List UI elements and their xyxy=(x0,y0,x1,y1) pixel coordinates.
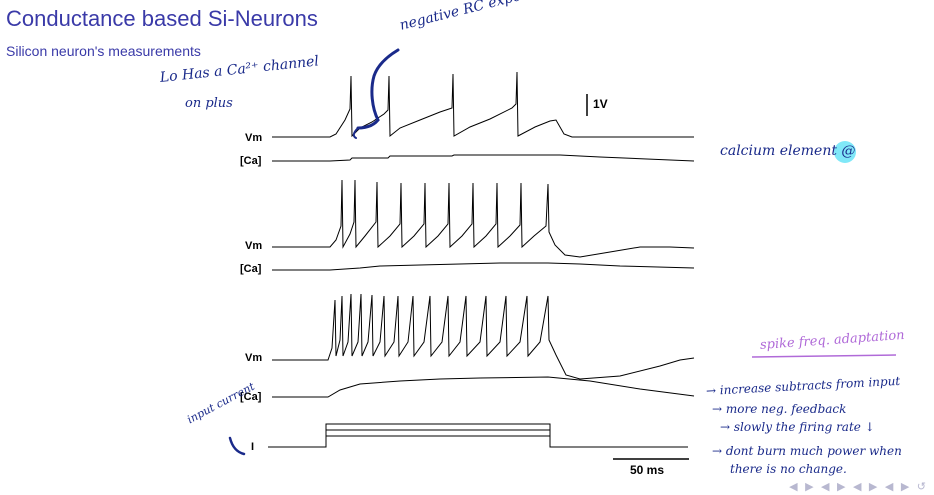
annotation-ca-channel-2: on plus xyxy=(185,96,233,111)
vm-label-panel-3: Vm xyxy=(245,352,263,364)
vm-trace-panel-1 xyxy=(272,71,694,138)
ca-trace-panel-1 xyxy=(272,154,695,162)
vm-trace-panel-3 xyxy=(272,293,695,380)
vm-label-panel-2: Vm xyxy=(245,240,263,252)
annotation-adaptation-3: → slowly the firing rate ↓ xyxy=(720,420,875,434)
slide-subtitle: Silicon neuron's measurements xyxy=(6,43,201,59)
ca-label-panel-3: [Ca] xyxy=(240,391,262,403)
input-current-arrow xyxy=(228,436,246,456)
rc-rise-hook xyxy=(352,127,359,139)
slide-title: Conductance based Si-Neurons xyxy=(6,6,318,31)
ca-label-panel-2: [Ca] xyxy=(240,263,262,275)
annotation-adaptation-5: there is no change. xyxy=(730,462,847,476)
annotation-calcium-element: calcium element @ xyxy=(720,143,856,159)
vm-label-panel-1: Vm xyxy=(245,132,263,144)
time-scale-label: 50 ms xyxy=(630,463,665,477)
rc-rise-arrow xyxy=(356,48,400,130)
annotation-adaptation-2: → more neg. feedback xyxy=(712,402,847,416)
calcium-marker-icon xyxy=(834,141,856,163)
ca-label-panel-1: [Ca] xyxy=(240,155,262,167)
beamer-nav-icon[interactable]: ◀ ▶ ◀ ▶ ◀ ▶ ◀ ▶ ↺ xyxy=(789,480,928,493)
ca-trace-panel-2 xyxy=(272,262,695,271)
annotation-adaptation-4: → dont burn much power when xyxy=(712,444,902,458)
current-label: I xyxy=(251,441,255,453)
vm-trace-panel-2 xyxy=(272,179,695,258)
current-step-1 xyxy=(268,423,688,448)
voltage-scale-label: 1V xyxy=(593,97,608,111)
ca-trace-panel-3 xyxy=(272,376,695,398)
adaptation-underline xyxy=(751,354,897,358)
